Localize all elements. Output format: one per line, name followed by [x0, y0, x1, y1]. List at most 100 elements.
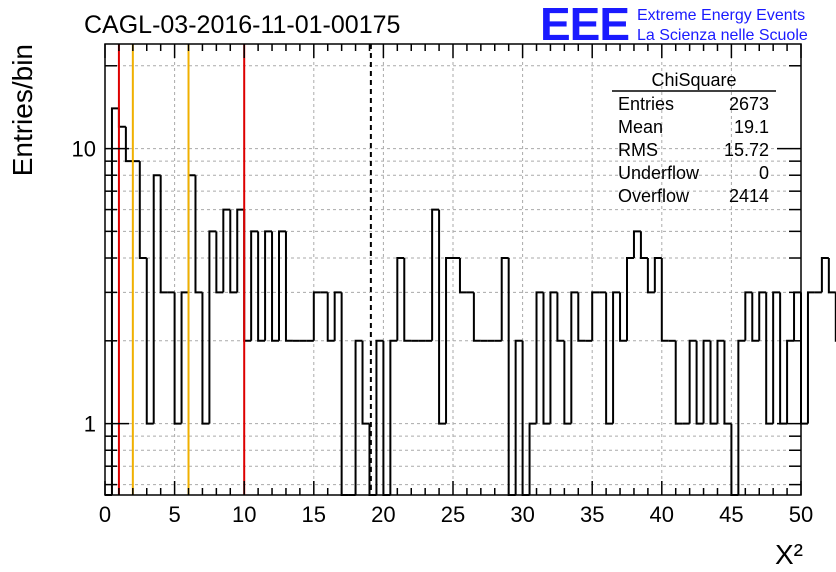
histogram-bin: [528, 422, 537, 495]
histogram-bin: [521, 340, 530, 496]
histogram-bin: [458, 258, 467, 294]
histogram-bin: [702, 339, 711, 424]
histogram-bin: [124, 126, 133, 163]
stats-box: ChiSquare Entries 2673 Mean 19.1 RMS 15.72 Und…: [612, 70, 776, 206]
stats-box-title: ChiSquare: [651, 70, 736, 90]
histogram-bin: [187, 174, 196, 293]
x-tick-label: 10: [232, 502, 256, 527]
histogram-bin: [438, 209, 447, 425]
histogram-bin: [626, 257, 634, 341]
histogram-bin: [577, 292, 586, 342]
histogram-bin: [326, 292, 335, 342]
histogram-bin: [772, 291, 781, 424]
histogram-bin: [820, 257, 829, 293]
histogram-bin: [382, 340, 391, 496]
y-tick-label: 10: [72, 137, 96, 162]
histogram-bin: [556, 292, 565, 342]
histogram-bin: [514, 339, 523, 495]
histogram-bin: [389, 339, 398, 495]
x-tick-label: 40: [650, 502, 674, 527]
histogram-bin: [737, 339, 746, 495]
stats-value: 2673: [729, 94, 769, 114]
stats-box-rows: Entries 2673 Mean 19.1 RMS 15.72 Underflow 0 Ove…: [618, 94, 769, 206]
histogram-bin: [180, 291, 189, 424]
x-tick-label: 35: [580, 502, 604, 527]
histogram-bin: [591, 291, 600, 341]
stats-value: 2414: [729, 186, 769, 206]
histogram-bin: [660, 258, 669, 342]
histogram-bin: [535, 291, 544, 424]
histogram-bin: [744, 291, 753, 341]
histogram: [105, 107, 836, 496]
histogram-bin: [751, 292, 760, 342]
histogram-bin: [542, 292, 551, 425]
histogram-bin: [117, 108, 126, 128]
histogram-bin: [653, 257, 662, 293]
histogram-bin: [396, 257, 405, 341]
x-tick-label: 5: [168, 502, 180, 527]
histogram-bin: [312, 291, 321, 341]
x-tick-label: 20: [371, 502, 395, 527]
histogram-bin: [806, 291, 815, 424]
stats-value: 19.1: [734, 117, 769, 137]
histogram-bin: [800, 292, 808, 425]
stats-label: Overflow: [618, 186, 690, 206]
stats-label: Entries: [618, 94, 674, 114]
histogram-bin: [278, 230, 286, 341]
histogram-bin: [361, 340, 370, 425]
histogram-bin: [431, 208, 440, 341]
histogram-bin: [201, 292, 210, 425]
histogram-bin: [723, 340, 732, 425]
histogram-bin: [403, 258, 412, 342]
stats-label: Mean: [618, 117, 663, 137]
histogram-bin: [827, 258, 836, 294]
histogram-bin: [354, 339, 363, 495]
stats-value: 15.72: [724, 140, 769, 160]
histogram-bin: [145, 258, 154, 425]
histogram-bin: [250, 230, 259, 341]
histogram-bin: [632, 230, 641, 259]
histogram-bin: [159, 175, 168, 294]
histogram-bin: [765, 292, 774, 425]
histogram-bin: [695, 340, 704, 425]
stats-value: 0: [759, 163, 769, 183]
histogram-bin: [674, 340, 683, 425]
histogram-bin: [549, 291, 558, 424]
histogram-bin: [563, 340, 572, 425]
histogram-bin: [264, 230, 273, 341]
histogram-bin: [445, 257, 453, 424]
chart-title: CAGL-03-2016-11-01-00175: [84, 11, 400, 39]
histogram-bin: [208, 230, 217, 424]
histogram-bin: [605, 292, 614, 425]
y-axis-label: Entries/bin: [7, 44, 38, 176]
org-name-line1: Extreme Energy Events: [637, 7, 805, 24]
histogram-bin: [243, 209, 252, 342]
histogram-bin: [152, 174, 161, 424]
x-tick-label: 25: [441, 502, 465, 527]
stats-label: RMS: [618, 140, 658, 160]
histogram-bin: [229, 209, 238, 294]
stats-label: Underflow: [618, 163, 700, 183]
histogram-bin: [375, 339, 384, 495]
histogram-bin: [472, 292, 481, 342]
histogram-bin: [257, 231, 266, 342]
org-name-line2: La Scienza nelle Scuole: [637, 27, 808, 44]
histogram-bin: [271, 231, 279, 342]
histogram-bin: [110, 107, 119, 495]
histogram-bin: [138, 161, 147, 260]
x-tick-label: 50: [789, 502, 813, 527]
histogram-bin: [236, 208, 245, 293]
histogram-bin: [779, 292, 788, 425]
histogram-bin: [646, 258, 655, 294]
histogram-bin: [570, 291, 579, 424]
histogram-bin: [786, 339, 795, 424]
histogram-bin: [612, 291, 621, 424]
x-tick-label: 30: [510, 502, 534, 527]
histogram-bin: [709, 340, 718, 425]
x-tick-label: 0: [99, 502, 111, 527]
x-axis-label: X²: [775, 539, 803, 570]
eee-logo: EEE: [540, 0, 629, 50]
marker-lines: [117, 44, 372, 495]
x-axis-ticks: 0 5 10 15 20 25 30 35 40 45 50: [99, 44, 813, 527]
